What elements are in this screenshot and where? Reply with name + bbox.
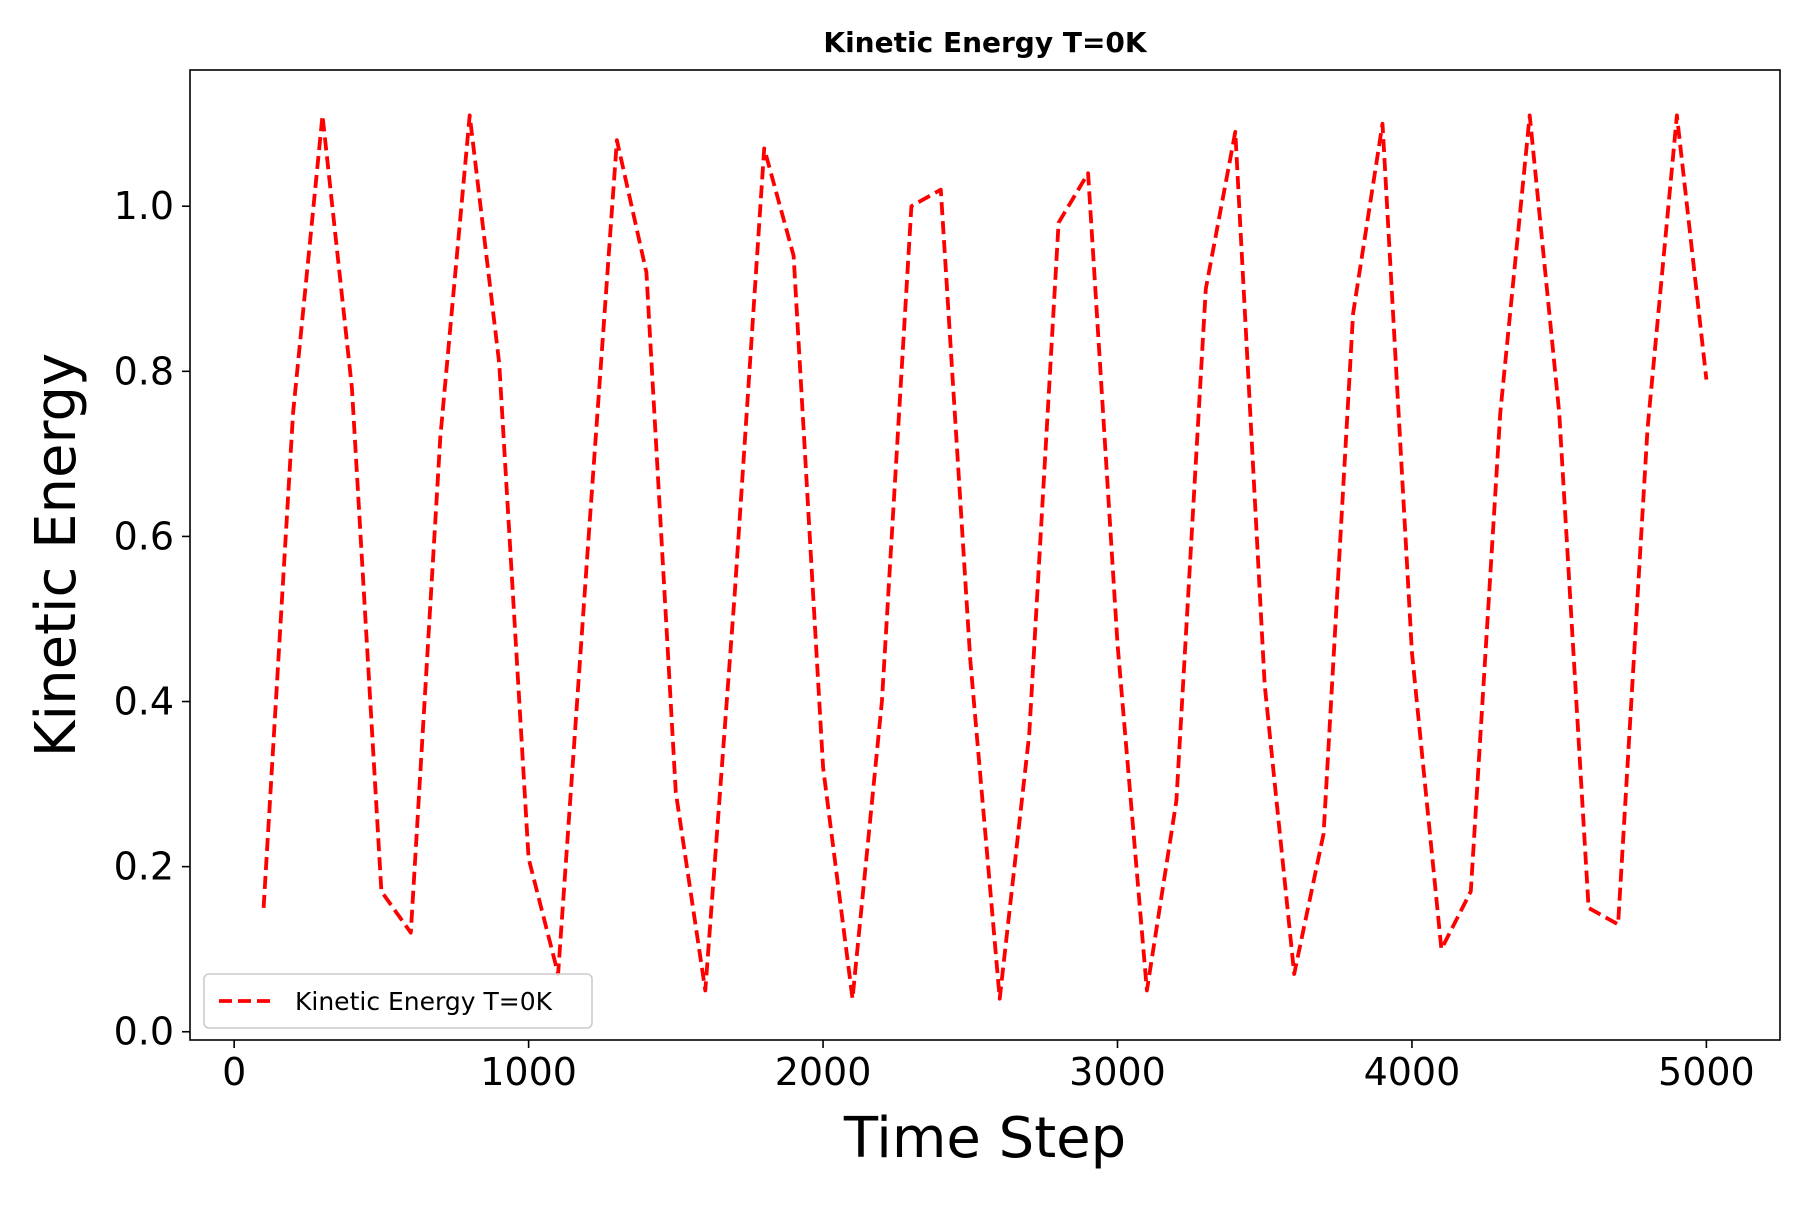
- x-axis: 0 1000 2000 3000 4000 5000: [222, 1040, 1755, 1094]
- legend: Kinetic Energy T=0K: [204, 974, 592, 1028]
- chart-title: Kinetic Energy T=0K: [823, 26, 1147, 59]
- x-tick-label: 5000: [1658, 1050, 1755, 1094]
- x-tick-label: 2000: [775, 1050, 872, 1094]
- y-axis-label: Kinetic Energy: [24, 353, 89, 757]
- y-tick-label: 0.0: [114, 1010, 174, 1054]
- x-tick-label: 0: [222, 1050, 246, 1094]
- series-line: [264, 115, 1707, 998]
- y-axis: 0.0 0.2 0.4 0.6 0.8 1.0: [114, 184, 190, 1054]
- x-tick-label: 4000: [1364, 1050, 1461, 1094]
- y-tick-label: 1.0: [114, 184, 174, 228]
- y-tick-label: 0.2: [114, 845, 174, 889]
- legend-label: Kinetic Energy T=0K: [295, 987, 553, 1016]
- x-tick-label: 3000: [1069, 1050, 1166, 1094]
- x-tick-label: 1000: [480, 1050, 577, 1094]
- y-tick-label: 0.4: [114, 680, 174, 724]
- y-tick-label: 0.8: [114, 349, 174, 393]
- plot-area: [264, 115, 1707, 998]
- x-axis-label: Time Step: [843, 1106, 1126, 1171]
- y-tick-label: 0.6: [114, 514, 174, 558]
